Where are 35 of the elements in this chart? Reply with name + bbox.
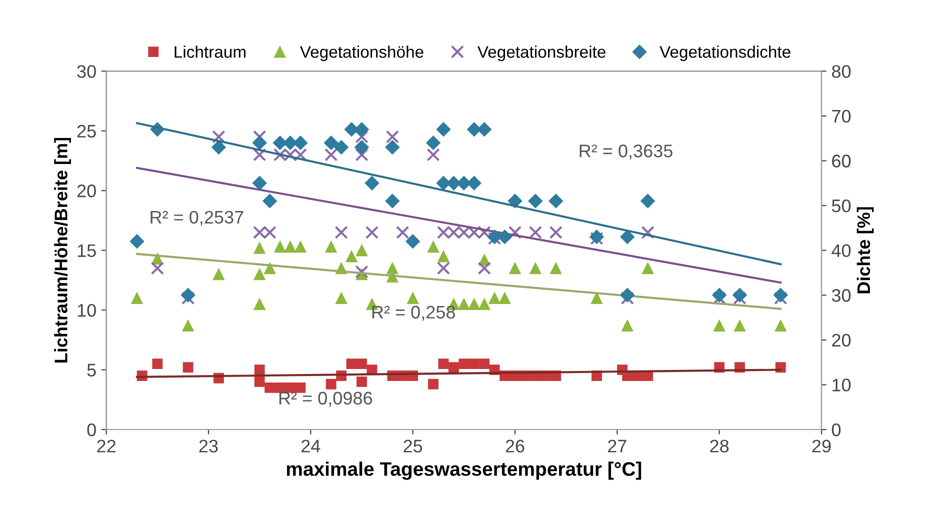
y2-tick-label: 30 (832, 289, 851, 302)
y2-tick-label: 10 (832, 378, 851, 392)
legend-label: Vegetationsdichte (660, 46, 790, 62)
y2-tick-label: 70 (832, 110, 851, 123)
y2-tick-label: 40 (832, 244, 851, 258)
y-tick-label: 0 (87, 423, 96, 436)
x-tick-label: 27 (608, 440, 626, 452)
y-tick-label: 25 (77, 124, 96, 138)
x-axis-title: maximale Tageswassertemperatur [°C] (286, 462, 642, 480)
y2-tick-label: 80 (832, 65, 851, 78)
y-tick-label: 15 (78, 244, 96, 258)
annotation: R² = 0,258 (372, 306, 455, 321)
y2-tick-label: 50 (832, 199, 851, 212)
annotation: R² = 0,3635 (580, 144, 672, 160)
legend-label: Lichtraum (174, 46, 246, 58)
y2-tick-label: 60 (832, 154, 851, 168)
legend-label: Vegetationshöhe (300, 46, 424, 62)
y2-tick-label: 20 (832, 334, 851, 347)
y-tick-label: 10 (78, 304, 96, 317)
x-tick-label: 22 (97, 440, 116, 452)
x-tick-label: 24 (302, 440, 320, 452)
y-tick-label: 20 (77, 184, 96, 198)
x-tick-label: 23 (199, 440, 218, 452)
y-axis-title: Lichtraum/Höhe/Breite [m] (54, 138, 71, 362)
x-tick-label: 26 (506, 440, 524, 452)
y2-axis-title: Dichte [%] (856, 207, 874, 294)
annotation: R² = 0,0986 (279, 392, 372, 407)
annotation: R² = 0,2537 (150, 210, 244, 226)
x-tick-label: 28 (710, 440, 729, 452)
x-tick-label: 25 (404, 440, 422, 452)
y-tick-label: 5 (87, 364, 96, 376)
legend-label: Vegetationsbreite (477, 46, 606, 62)
y-tick-label: 30 (77, 65, 96, 78)
y2-tick-label: 0 (832, 423, 841, 436)
x-tick-label: 29 (812, 440, 831, 452)
